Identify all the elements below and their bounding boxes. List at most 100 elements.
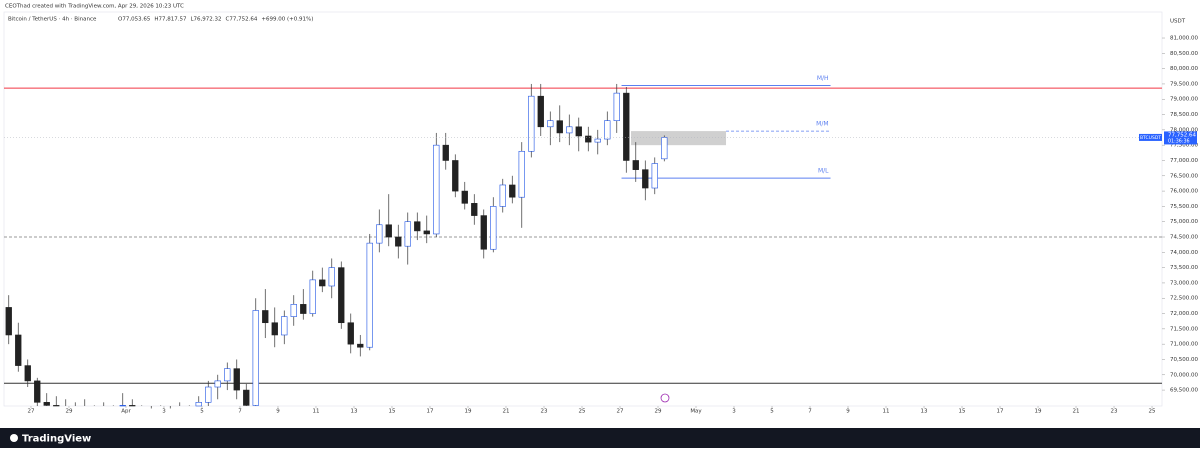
candle-body <box>509 184 516 198</box>
candle-body <box>195 402 202 407</box>
candle-body <box>385 224 392 238</box>
legend-value: C77,752.64 <box>226 17 258 23</box>
candle-body <box>53 405 60 407</box>
currency: USDT <box>1170 19 1186 25</box>
candle-body <box>480 215 487 250</box>
x-tick-label: 5 <box>200 409 204 415</box>
candle-body <box>262 310 269 324</box>
brand-logo <box>10 434 18 442</box>
x-tick-label: 15 <box>959 409 966 415</box>
y-tick-label: 77,500.00 <box>1170 143 1198 149</box>
candle-body <box>604 120 611 140</box>
x-tick-label: 23 <box>1111 409 1118 415</box>
candle-body <box>205 386 212 403</box>
footer <box>0 428 1200 448</box>
x-tick-label: 17 <box>426 409 433 415</box>
candle-body <box>233 368 240 391</box>
x-tick-label: 9 <box>276 409 280 415</box>
candle-body <box>366 242 373 348</box>
x-tick-label: 17 <box>997 409 1004 415</box>
candle-body <box>281 316 288 336</box>
x-tick-label: 19 <box>464 409 471 415</box>
candle-body <box>24 365 31 382</box>
x-tick-label: 23 <box>541 409 548 415</box>
level-label: M/H <box>817 75 829 82</box>
candle-body <box>376 224 383 244</box>
price-tag <box>1164 131 1197 145</box>
x-tick-label: 27 <box>617 409 624 415</box>
y-tick-label: 79,000.00 <box>1170 97 1198 103</box>
x-tick-label: 25 <box>579 409 586 415</box>
candle-body <box>461 190 468 204</box>
symbol-tag <box>1139 133 1162 141</box>
x-tick-label: 27 <box>27 409 34 415</box>
candle-body <box>34 380 41 403</box>
candle-body <box>119 405 126 407</box>
y-tick-label: 71,500.00 <box>1170 326 1198 332</box>
x-tick-label: 7 <box>808 409 812 415</box>
x-tick-label: 11 <box>883 409 890 415</box>
candle-body <box>632 160 639 170</box>
level-label: M/M <box>816 121 828 128</box>
candle-body <box>575 126 582 137</box>
y-tick-label: 70,500.00 <box>1170 357 1198 363</box>
candle-body <box>433 144 440 235</box>
y-tick-label: 76,000.00 <box>1170 189 1198 195</box>
legend-value: L76,972.32 <box>190 17 221 23</box>
candle-body <box>490 206 497 250</box>
symbol-title: Bitcoin / TetherUS · 4h · Binance <box>8 17 97 23</box>
x-tick-label: 19 <box>1035 409 1042 415</box>
candle-body <box>499 184 506 207</box>
y-tick-label: 70,000.00 <box>1170 372 1198 378</box>
plot: M/H M/M M/L <box>4 75 1162 409</box>
candle-body <box>613 92 620 121</box>
countdown: 01:36:36 <box>1168 138 1190 144</box>
y-tick-label: 75,000.00 <box>1170 219 1198 225</box>
credit: CEOThad created with TradingView.com, Ap… <box>5 4 184 10</box>
candle-body <box>518 150 525 198</box>
candle-body <box>547 120 554 128</box>
candle-body <box>452 160 459 192</box>
x-tick-label: 15 <box>388 409 395 415</box>
event-icon[interactable] <box>660 393 670 403</box>
y-tick-label: 80,000.00 <box>1170 66 1198 72</box>
candle-body <box>642 169 649 189</box>
candle-body <box>214 380 221 388</box>
y-tick-label: 72,500.00 <box>1170 296 1198 302</box>
price-label: 77,752.64 <box>1168 132 1196 138</box>
candle-body <box>309 279 316 314</box>
x-tick-label: 11 <box>312 409 319 415</box>
candle-body <box>594 138 601 143</box>
zone <box>631 131 727 146</box>
y-tick-label: 71,000.00 <box>1170 342 1198 348</box>
y-tick-label: 73,000.00 <box>1170 280 1198 286</box>
x-tick-label: 7 <box>238 409 242 415</box>
candle-body <box>357 343 364 348</box>
y-tick-label: 69,500.00 <box>1170 388 1198 394</box>
candle-body <box>556 120 563 134</box>
candle-body <box>290 304 297 317</box>
x-tick-label: 21 <box>1073 409 1080 415</box>
x-tick-label: 9 <box>846 409 850 415</box>
candle-body <box>347 322 354 345</box>
candle-body <box>471 203 478 216</box>
candle-body <box>395 236 402 247</box>
candle-body <box>338 267 345 324</box>
x-tick-label: 3 <box>732 409 736 415</box>
x-tick-label: 5 <box>770 409 774 415</box>
y-tick-label: 79,500.00 <box>1170 81 1198 87</box>
candle-body <box>528 95 535 152</box>
candle-body <box>585 135 592 143</box>
x-tick-label: 21 <box>502 409 509 415</box>
y-tick-label: 72,000.00 <box>1170 311 1198 317</box>
candle-body <box>623 92 630 161</box>
legend-value: H77,817.57 <box>154 17 187 23</box>
x-tick-label: Apr <box>121 409 131 415</box>
candle-body <box>252 310 259 406</box>
candle-body <box>5 307 12 336</box>
x-tick-label: 29 <box>65 409 72 415</box>
level-label: M/L <box>818 168 829 175</box>
candle-body <box>566 126 573 134</box>
